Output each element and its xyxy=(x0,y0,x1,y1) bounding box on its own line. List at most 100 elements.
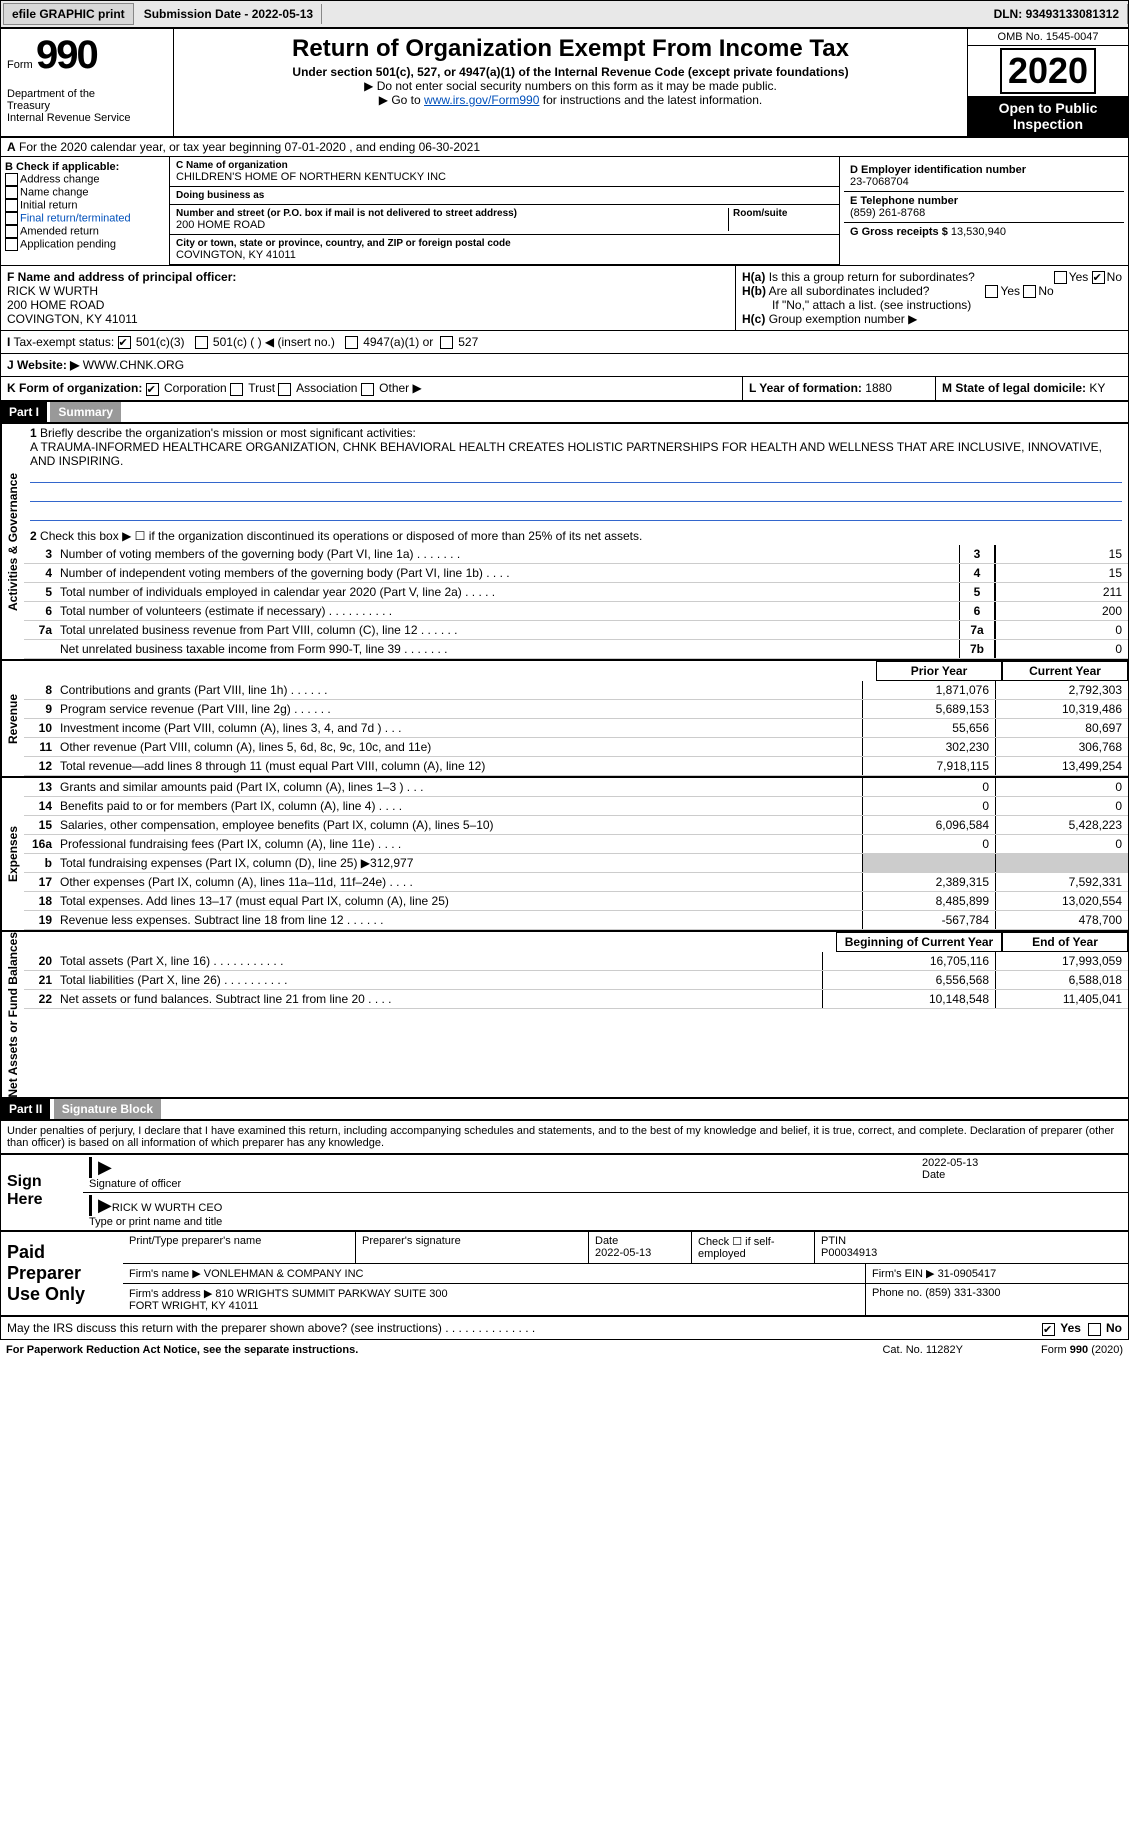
street-value: 200 HOME ROAD xyxy=(176,219,728,231)
opt-trust: Trust xyxy=(248,381,275,395)
part-i-tag: Part I xyxy=(1,402,47,422)
chk-501c[interactable] xyxy=(195,336,208,349)
summary-line: 10Investment income (Part VIII, column (… xyxy=(24,719,1128,738)
efile-print-button[interactable]: efile GRAPHIC print xyxy=(3,3,134,25)
chk-527[interactable] xyxy=(440,336,453,349)
gov-line: 6Total number of volunteers (estimate if… xyxy=(24,602,1128,621)
lbl-address-change: Address change xyxy=(20,173,100,185)
hb-text: Are all subordinates included? xyxy=(769,284,930,298)
omb-number: OMB No. 1545-0047 xyxy=(968,29,1128,46)
top-toolbar: efile GRAPHIC print Submission Date - 20… xyxy=(0,0,1129,28)
prep-date-label: Date xyxy=(595,1235,685,1247)
f-label: F Name and address of principal officer: xyxy=(7,270,729,284)
col-b-checkboxes: B Check if applicable: Address change Na… xyxy=(1,157,170,265)
sig-officer-label: Signature of officer xyxy=(89,1178,922,1190)
opt-501c3: 501(c)(3) xyxy=(136,335,185,349)
l-label: L Year of formation: xyxy=(749,381,862,395)
dln-value: 93493133081312 xyxy=(1026,7,1119,21)
ha-yes[interactable] xyxy=(1054,271,1067,284)
lbl-initial-return: Initial return xyxy=(20,199,77,211)
footer-cat: Cat. No. 11282Y xyxy=(882,1344,963,1356)
j-website-row: J Website: ▶ WWW.CHNK.ORG xyxy=(0,354,1129,376)
submission-date: Submission Date - 2022-05-13 xyxy=(136,4,322,24)
part-ii-header: Part II Signature Block xyxy=(0,1098,1129,1120)
summary-line: 15Salaries, other compensation, employee… xyxy=(24,816,1128,835)
sig-officer-row: ▶ Signature of officer 2022-05-13 Date xyxy=(83,1155,1128,1193)
chk-4947[interactable] xyxy=(345,336,358,349)
chk-final-return[interactable] xyxy=(5,212,18,225)
opt-4947: 4947(a)(1) or xyxy=(363,335,433,349)
form-id-cell: Form 990 Department of theTreasuryIntern… xyxy=(1,29,174,136)
chk-trust[interactable] xyxy=(230,383,243,396)
paid-preparer-label: Paid Preparer Use Only xyxy=(1,1232,123,1315)
chk-name-change[interactable] xyxy=(5,186,18,199)
hb-yes[interactable] xyxy=(985,285,998,298)
footer-left: For Paperwork Reduction Act Notice, see … xyxy=(6,1344,882,1356)
irs-link[interactable]: www.irs.gov/Form990 xyxy=(424,93,539,107)
ptin-value: P00034913 xyxy=(821,1247,1122,1259)
revenue-block: Revenue Prior Year Current Year 8Contrib… xyxy=(0,660,1129,777)
discuss-yes[interactable] xyxy=(1042,1323,1055,1336)
summary-line: 14Benefits paid to or for members (Part … xyxy=(24,797,1128,816)
prep-h1: Print/Type preparer's name xyxy=(123,1232,356,1263)
firm-label: Firm's name ▶ xyxy=(129,1268,201,1280)
f-officer: F Name and address of principal officer:… xyxy=(1,266,735,330)
summary-line: 21Total liabilities (Part X, line 26) . … xyxy=(24,971,1128,990)
sign-here-block: Sign Here ▶ Signature of officer 2022-05… xyxy=(0,1154,1129,1231)
chk-initial-return[interactable] xyxy=(5,199,18,212)
sig-name-label: Type or print name and title xyxy=(89,1216,1122,1228)
part-ii-title: Signature Block xyxy=(54,1099,161,1119)
chk-assoc[interactable] xyxy=(278,383,291,396)
chk-address-change[interactable] xyxy=(5,173,18,186)
l-year-formation: L Year of formation: 1880 xyxy=(742,377,935,399)
discuss-no[interactable] xyxy=(1088,1323,1101,1336)
phone-label: E Telephone number xyxy=(850,195,1118,207)
h-b-row: H(b) Are all subordinates included? Yes … xyxy=(742,284,1122,298)
chk-corp[interactable] xyxy=(146,383,159,396)
rev-col-headers: Prior Year Current Year xyxy=(24,661,1128,681)
chk-501c3[interactable] xyxy=(118,336,131,349)
website-value: WWW.CHNK.ORG xyxy=(83,358,184,372)
sig-name: RICK W WURTH CEO xyxy=(112,1202,222,1214)
dln-label: DLN: xyxy=(994,7,1026,21)
summary-line: 22Net assets or fund balances. Subtract … xyxy=(24,990,1128,1009)
firm-addr-label: Firm's address ▶ xyxy=(129,1288,212,1300)
part-i-title: Summary xyxy=(50,402,121,422)
firm-ein-label: Firm's EIN ▶ xyxy=(872,1268,935,1280)
mission-label: Briefly describe the organization's miss… xyxy=(40,426,416,440)
ha-text: Is this a group return for subordinates? xyxy=(769,270,975,284)
sig-date-label: Date xyxy=(922,1169,1122,1181)
chk-amended-return[interactable] xyxy=(5,225,18,238)
phone-box: E Telephone number (859) 261-8768 xyxy=(844,192,1124,223)
prep-addr-row: Firm's address ▶ 810 WRIGHTS SUMMIT PARK… xyxy=(123,1284,1128,1315)
street-box: Number and street (or P.O. box if mail i… xyxy=(170,205,839,235)
ein-box: D Employer identification number 23-7068… xyxy=(844,161,1124,192)
part-i-header: Part I Summary xyxy=(0,401,1129,423)
opt-501c: 501(c) ( ) ◀ (insert no.) xyxy=(213,335,335,349)
chk-app-pending[interactable] xyxy=(5,238,18,251)
sig-date: 2022-05-13 xyxy=(922,1157,1122,1169)
submission-date-value: 2022-05-13 xyxy=(252,7,313,21)
prep-firm-row: Firm's name ▶ VONLEHMAN & COMPANY INC Fi… xyxy=(123,1264,1128,1284)
ha-no[interactable] xyxy=(1092,271,1105,284)
hb-no[interactable] xyxy=(1023,285,1036,298)
summary-line: 17Other expenses (Part IX, column (A), l… xyxy=(24,873,1128,892)
dba-box: Doing business as xyxy=(170,187,839,205)
city-label: City or town, state or province, country… xyxy=(176,238,833,249)
k-label: K Form of organization: xyxy=(7,381,142,395)
open-to-public: Open to Public Inspection xyxy=(968,96,1128,136)
note-goto: ▶ Go to www.irs.gov/Form990 for instruct… xyxy=(178,93,963,107)
gov-line: 7aTotal unrelated business revenue from … xyxy=(24,621,1128,640)
h-note: If "No," attach a list. (see instruction… xyxy=(742,298,1122,312)
entity-section: B Check if applicable: Address change Na… xyxy=(0,157,1129,265)
officer-h-section: F Name and address of principal officer:… xyxy=(0,265,1129,330)
dept-treasury: Department of theTreasuryInternal Revenu… xyxy=(7,88,167,124)
opt-other: Other ▶ xyxy=(379,381,422,395)
footer-right: Form 990 (2020) xyxy=(963,1344,1123,1356)
city-value: COVINGTON, KY 41011 xyxy=(176,249,833,261)
goto-post: for instructions and the latest informat… xyxy=(543,93,762,107)
tab-balances: Net Assets or Fund Balances xyxy=(1,932,24,1098)
m-label: M State of legal domicile: xyxy=(942,381,1086,395)
chk-other[interactable] xyxy=(361,383,374,396)
i-tax-status: I Tax-exempt status: 501(c)(3) 501(c) ( … xyxy=(1,331,1128,354)
